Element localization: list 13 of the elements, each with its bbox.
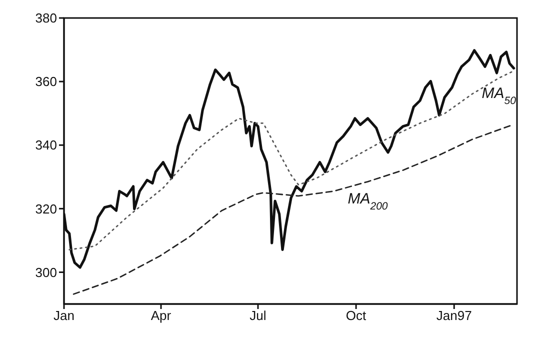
x-tick-label: Jan — [54, 308, 74, 324]
line-series — [72, 124, 514, 295]
y-tick-label: 320 — [35, 201, 57, 216]
y-tick-label: 340 — [35, 138, 57, 153]
x-tick-label: Oct — [346, 308, 367, 324]
y-tick-label: 380 — [35, 10, 57, 26]
x-tick-label: Jan97 — [436, 308, 472, 324]
series-label: MA$_{50}$ — [482, 85, 516, 108]
x-tick-label: Jul — [250, 308, 266, 324]
y-tick-label: 360 — [35, 74, 57, 90]
x-tick-label: Apr — [150, 308, 172, 324]
series-label: MA$_{200}$ — [348, 190, 388, 213]
y-tick-label: 300 — [35, 264, 57, 280]
